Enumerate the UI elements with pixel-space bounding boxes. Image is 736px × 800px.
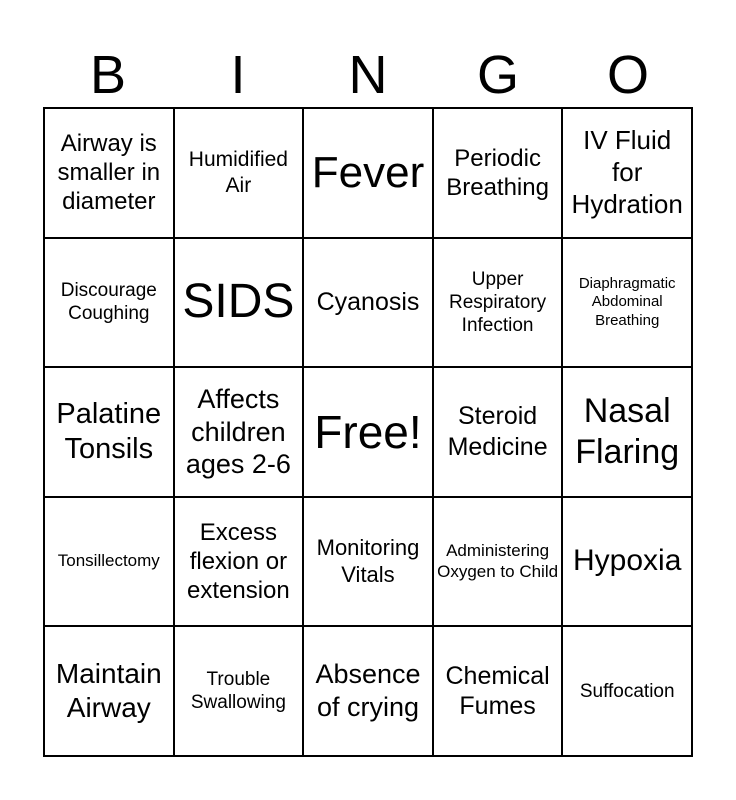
bingo-cell: Administering Oxygen to Child: [432, 496, 563, 627]
bingo-card: Airway is smaller in diameter Humidified…: [43, 107, 693, 757]
bingo-cell: Absence of crying: [303, 626, 433, 756]
bingo-cell: Nasal Flaring: [562, 367, 692, 497]
bingo-cell: Trouble Swallowing: [173, 626, 304, 756]
bingo-cell: Humidified Air: [173, 108, 304, 238]
bingo-cell: SIDS: [173, 237, 304, 368]
header-letter-i: I: [230, 45, 246, 105]
bingo-cell: Excess flexion or extension: [173, 496, 304, 627]
header-letter-n: N: [348, 45, 388, 105]
bingo-cell: Cyanosis: [303, 237, 433, 368]
bingo-cell: Tonsillectomy: [44, 496, 174, 627]
bingo-cell: Hypoxia: [562, 496, 692, 627]
bingo-cell: Upper Respiratory Infection: [432, 237, 563, 368]
header-letter-o: O: [606, 45, 649, 105]
free-space-cell: Free!: [303, 367, 433, 497]
bingo-cell: IV Fluid for Hydration: [562, 108, 692, 238]
bingo-cell: Steroid Medicine: [432, 367, 563, 497]
bingo-cell: Fever: [303, 108, 433, 238]
header-letter-b: B: [89, 45, 127, 105]
bingo-cell: Airway is smaller in diameter: [44, 108, 174, 238]
bingo-cell: Suffocation: [562, 626, 692, 756]
bingo-cell: Diaphragmatic Abdominal Breathing: [562, 237, 692, 368]
bingo-cell: Chemical Fumes: [432, 626, 563, 756]
bingo-cell: Palatine Tonsils: [44, 367, 174, 497]
bingo-cell: Monitoring Vitals: [303, 496, 433, 627]
bingo-cell: Discourage Coughing: [44, 237, 174, 368]
bingo-cell: Maintain Airway: [44, 626, 174, 756]
bingo-cell: Periodic Breathing: [432, 108, 563, 238]
bingo-header: B I N G O: [43, 44, 693, 106]
header-letter-g: G: [476, 45, 519, 105]
bingo-cell: Affects children ages 2-6: [173, 367, 304, 497]
